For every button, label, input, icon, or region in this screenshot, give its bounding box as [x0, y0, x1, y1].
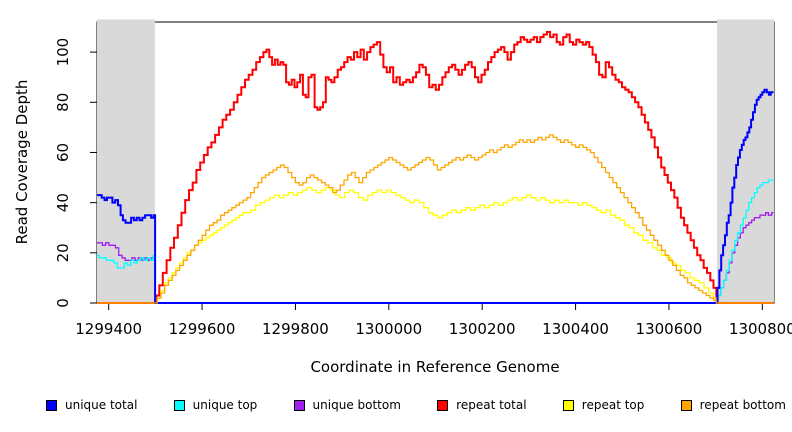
- legend-label-repeat-top: repeat top: [581, 398, 645, 412]
- y-tick-label: 60: [54, 143, 72, 162]
- legend-item-unique-bottom: unique bottom: [293, 398, 401, 412]
- legend-label-unique-total: unique total: [65, 398, 138, 412]
- legend-label-repeat-total: repeat total: [456, 398, 527, 412]
- y-tick-label: 0: [54, 298, 72, 308]
- legend-swatch-unique-top: [173, 399, 185, 411]
- legend-item-unique-total: unique total: [46, 398, 137, 412]
- series-line-unique-top: [97, 179, 774, 304]
- x-tick-label: 1300000: [355, 320, 422, 338]
- legend-item-repeat-top: repeat top: [562, 398, 645, 412]
- legend-label-unique-bottom: unique bottom: [312, 398, 401, 412]
- series-line-unique-bottom: [97, 212, 774, 304]
- legend-item-repeat-bottom: repeat bottom: [680, 398, 786, 412]
- series-line-repeat-bottom: [97, 134, 774, 304]
- y-tick-label: 80: [54, 93, 72, 112]
- legend-swatch-repeat-total: [437, 399, 449, 411]
- x-tick-label: 1299600: [169, 320, 236, 338]
- y-tick-label: 20: [54, 243, 72, 262]
- series-line-unique-total: [97, 88, 774, 304]
- chart-layers: 1299400 1299600 1299800 1300000 1300200 13004…: [54, 19, 792, 338]
- x-tick-label: 1300600: [636, 320, 703, 338]
- x-axis-title: Coordinate in Reference Genome: [310, 358, 559, 376]
- shaded-region: [717, 19, 774, 303]
- legend-swatch-unique-total: [46, 399, 57, 411]
- legend: unique total unique top unique bottom repea…: [46, 398, 786, 412]
- y-tick-label: 40: [54, 193, 72, 212]
- shaded-region: [97, 19, 155, 303]
- legend-swatch-unique-bottom: [293, 399, 305, 411]
- x-tick-label: 1300800: [729, 320, 792, 338]
- legend-swatch-repeat-bottom: [680, 399, 692, 411]
- legend-label-repeat-bottom: repeat bottom: [699, 398, 786, 412]
- series-line-repeat-top: [97, 186, 774, 304]
- x-tick-label: 1299800: [262, 320, 329, 338]
- series-line-repeat-total: [97, 31, 774, 304]
- y-tick-label: 100: [54, 38, 72, 67]
- legend-label-unique-top: unique top: [192, 398, 258, 412]
- legend-item-repeat-total: repeat total: [437, 398, 527, 412]
- x-tick-label: 1300400: [542, 320, 609, 338]
- coverage-plot-canvas: 1299400 1299600 1299800 1300000 1300200 13004…: [13, 19, 792, 376]
- x-tick-label: 1299400: [75, 320, 142, 338]
- legend-swatch-repeat-top: [562, 399, 574, 411]
- y-axis-title: Read Coverage Depth: [13, 80, 31, 245]
- x-tick-label: 1300200: [449, 320, 516, 338]
- legend-item-unique-top: unique top: [173, 398, 258, 412]
